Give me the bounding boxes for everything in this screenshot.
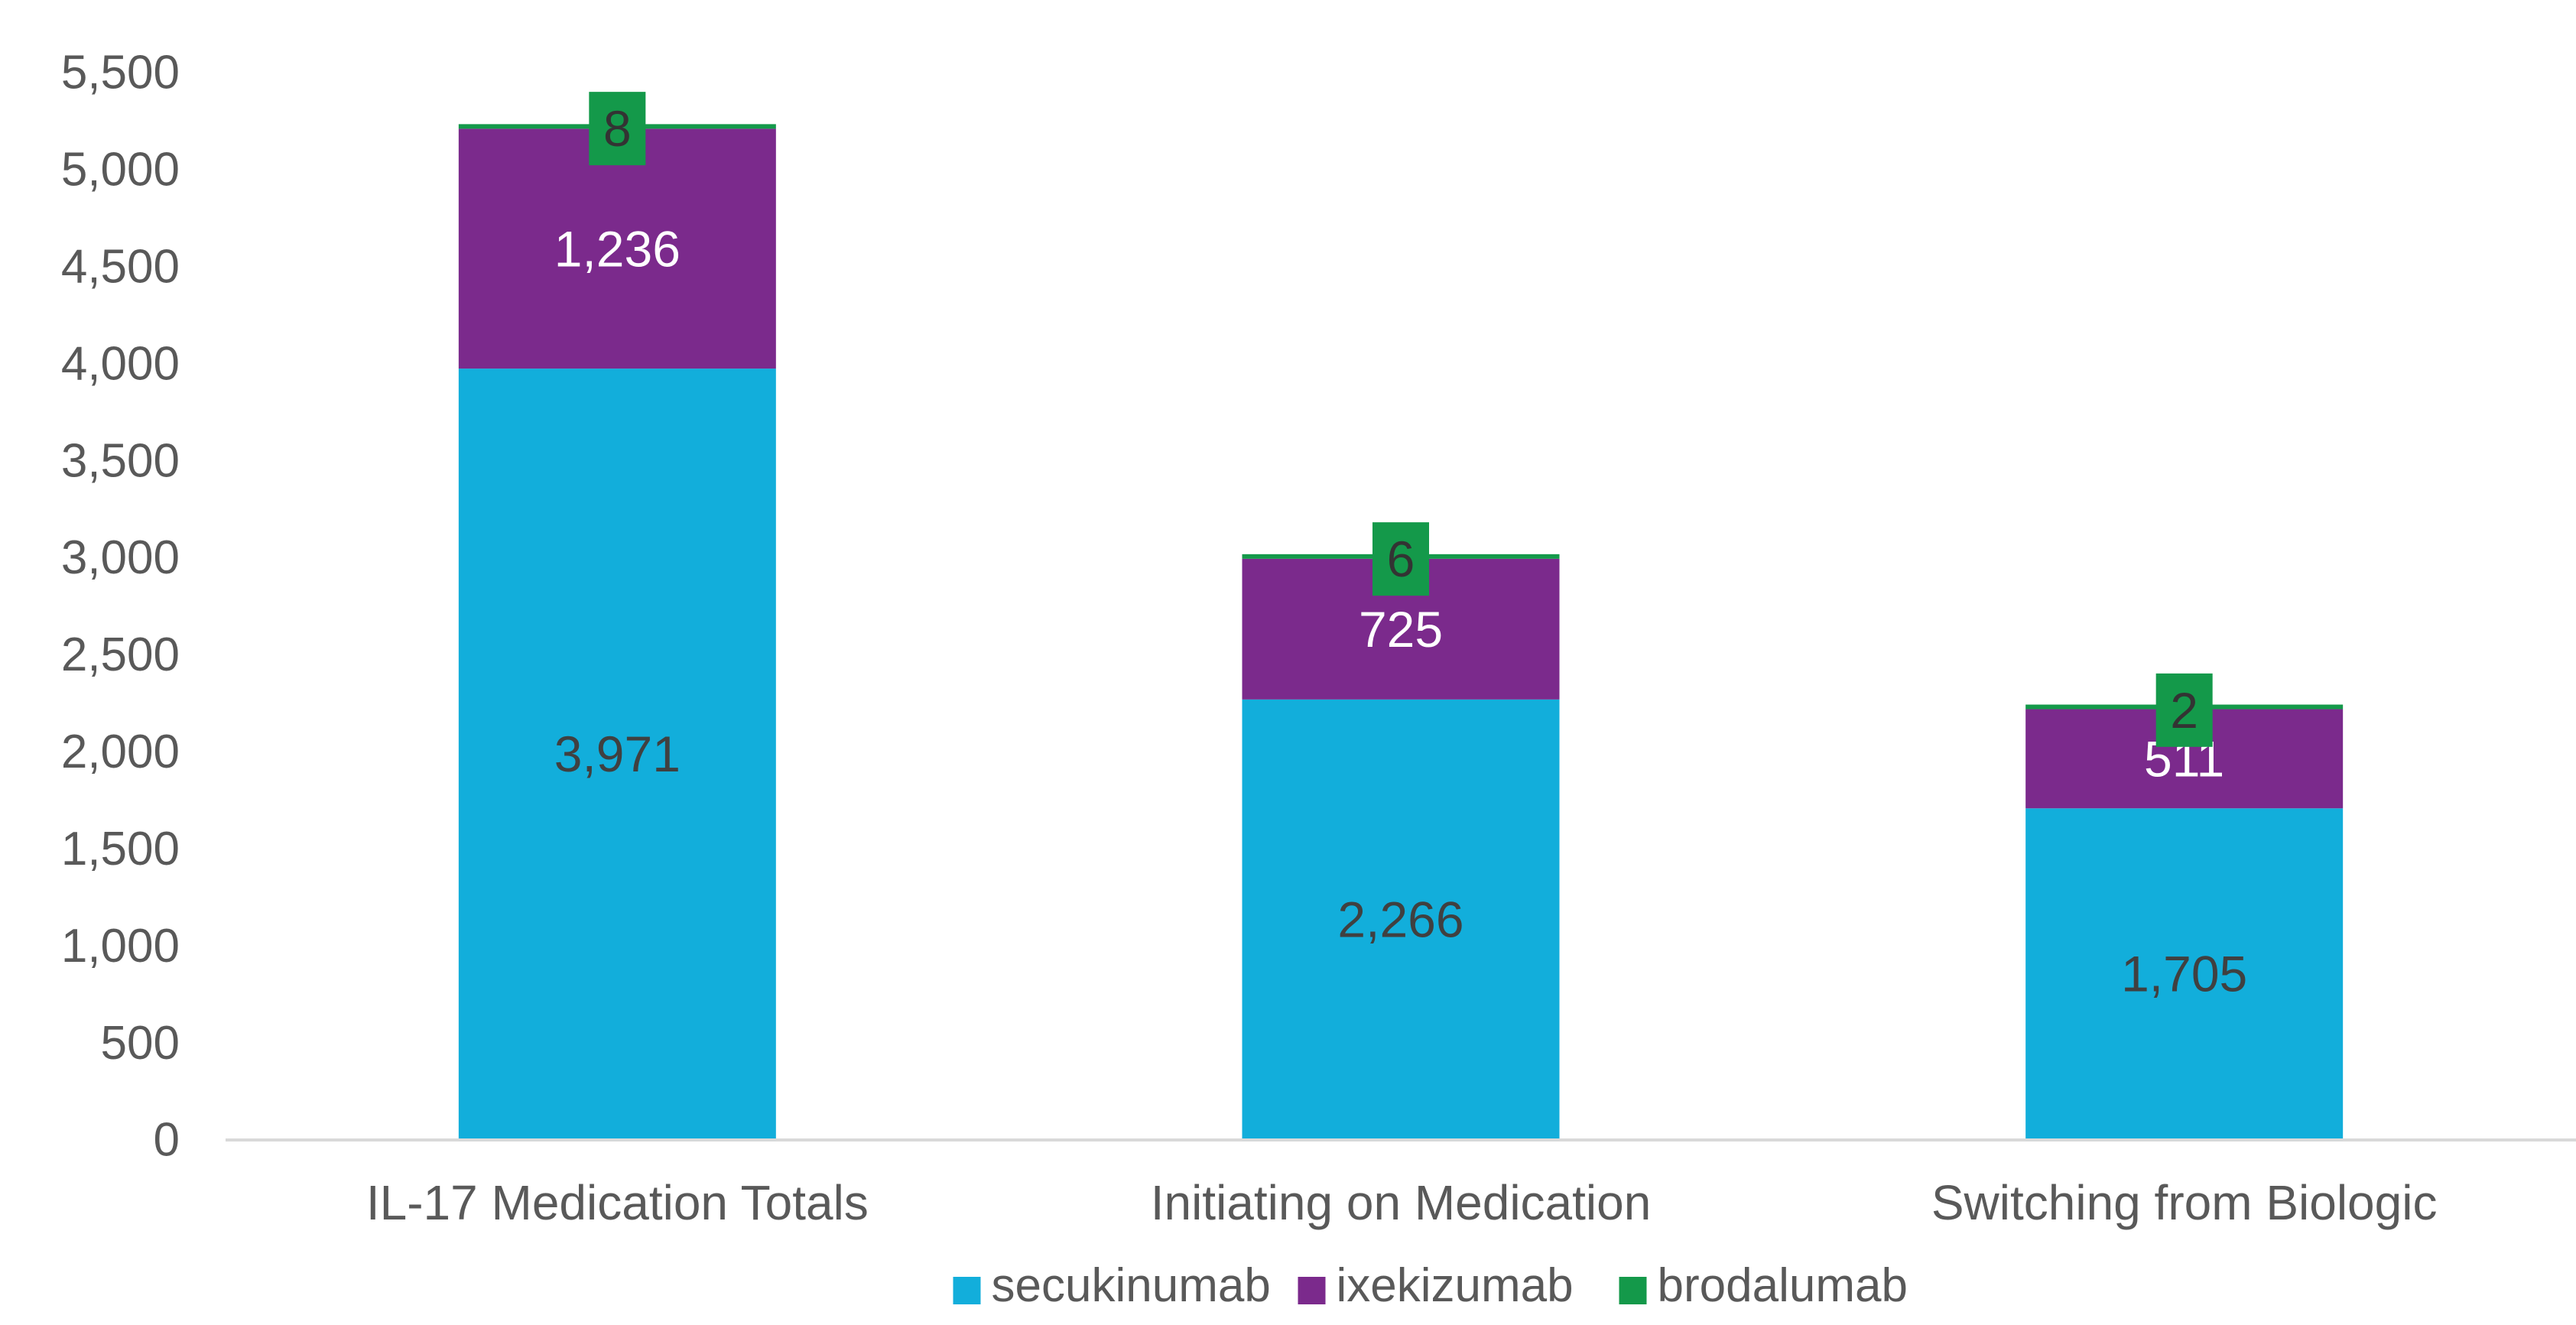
data-label: 1,236: [554, 220, 681, 277]
y-tick-label: 1,000: [61, 920, 180, 973]
y-axis: 0 500 1,000 1,500 2,000 2,500 3,000 3,500 4,000 4…: [61, 47, 180, 1167]
legend-label: ixekizumab: [1337, 1259, 1574, 1312]
y-tick-label: 5,500: [61, 47, 180, 99]
x-category-label: IL-17 Medication Totals: [366, 1175, 869, 1230]
legend: secukinumab ixekizumab brodalumab: [953, 1259, 1908, 1312]
data-label: 2: [2170, 682, 2198, 739]
bar-segment-secukinumab: [458, 369, 776, 1139]
x-category-label: Initiating on Medication: [1151, 1175, 1652, 1230]
y-tick-label: 2,500: [61, 628, 180, 681]
y-tick-label: 3,500: [61, 434, 180, 487]
data-label-box: [2155, 673, 2213, 747]
bar-segment-ixekizumab: [458, 128, 776, 369]
legend-swatch-brodalumab: [1619, 1277, 1647, 1304]
data-label: 1,705: [2121, 946, 2247, 1002]
y-tick-label: 5,000: [61, 144, 180, 196]
y-tick-label: 4,000: [61, 337, 180, 390]
data-label: 2,266: [1337, 891, 1463, 948]
x-axis: IL-17 Medication Totals Initiating on Med…: [366, 1175, 2438, 1230]
legend-swatch-secukinumab: [953, 1277, 981, 1304]
data-label: 6: [1387, 531, 1415, 587]
y-tick-label: 2,000: [61, 726, 180, 778]
y-tick-label: 3,000: [61, 531, 180, 584]
x-category-label: Switching from Biologic: [1931, 1175, 2438, 1230]
data-label-box: [1372, 522, 1429, 596]
data-label-box: [589, 92, 646, 166]
legend-label: brodalumab: [1658, 1259, 1908, 1312]
data-label: 3,971: [554, 726, 681, 782]
bar-segment-secukinumab: [2025, 808, 2344, 1139]
y-tick-label: 0: [154, 1114, 180, 1167]
y-tick-label: 4,500: [61, 241, 180, 294]
y-tick-label: 1,500: [61, 823, 180, 875]
legend-label: secukinumab: [992, 1259, 1271, 1312]
legend-swatch-ixekizumab: [1298, 1277, 1326, 1304]
bar-segment-secukinumab: [1242, 699, 1560, 1139]
y-tick-label: 500: [101, 1017, 180, 1070]
data-label: 8: [603, 100, 632, 157]
data-label: 725: [1359, 601, 1443, 658]
